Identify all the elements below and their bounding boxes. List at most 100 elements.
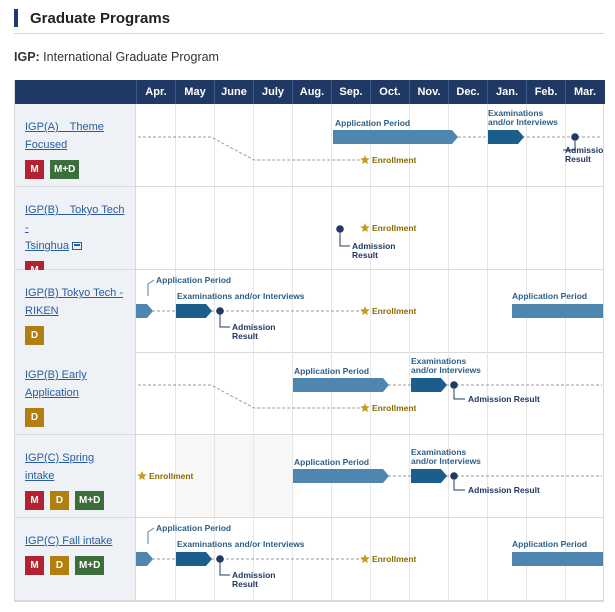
month-gridline [370,352,371,434]
timeline-grid: Enrollment Application Period Examinations… [136,435,603,517]
month-header: July [253,80,292,104]
month-header: Apr. [136,80,175,104]
timeline-grid: Application Period Examinations and/or Int… [136,352,603,434]
enrollment-label: Enrollment [149,471,194,481]
timeline-grid: Enrollment Admission Result [136,187,603,269]
month-gridline [292,187,293,269]
program-cell: IGP(B) Early Application D [15,352,136,434]
degree-badge: M+D [75,491,105,510]
program-link[interactable]: IGP(C) Spring intake [25,452,95,482]
timeline-connector [138,384,360,409]
admission-dot-icon [571,133,579,141]
exam-label: Examinations and/or Interviews [177,539,305,549]
degree-badge: D [25,408,44,427]
admission-result-label: Admission [232,322,275,332]
exam-bar [488,130,524,144]
program-link[interactable]: IGP(C) Fall intake [25,535,113,547]
degree-badges: M D M+D [25,491,125,510]
exam-bar [411,378,447,392]
month-gridline [487,187,488,269]
month-gridline [526,187,527,269]
enrollment-star-icon [360,403,370,412]
month-header: May [175,80,214,104]
month-gridline [214,187,215,269]
month-gridline [292,352,293,434]
subtitle-full: International Graduate Program [39,50,219,64]
program-timeline: Enrollment Application Period Examinations… [137,447,602,495]
admission-leader [339,233,350,247]
exam-bar [176,304,212,318]
month-gridline [409,104,410,186]
application-period-label: Application Period [294,366,369,376]
application-period-bar [293,469,389,483]
timeline-grid: Application Period Examinations and/or In… [136,270,603,352]
application-period-label: Application Period [156,523,231,533]
month-gridline [175,104,176,186]
program-cell: IGP(B) Tokyo Tech - RIKEN D [15,270,136,352]
application-period-bar [333,130,458,144]
month-header: Mar. [565,80,604,104]
timeline-connector [138,136,360,161]
application-period-label: Application Period [512,291,587,301]
application-leader [147,527,155,544]
admission-dot-icon [216,307,224,315]
admission-dot-icon [216,555,224,563]
exam-label: Examinations [411,356,467,366]
month-gridline [214,352,215,434]
degree-badges: M D M+D [25,556,125,575]
month-gridline [253,187,254,269]
application-period-bar [512,304,603,318]
program-link[interactable]: IGP(B) Tokyo Tech - Tsinghua [25,204,125,252]
month-gridline [370,270,371,352]
month-header: Feb. [526,80,565,104]
program-timeline: Application Period Examinations and/or In… [136,275,603,341]
month-gridline [409,187,410,269]
table-row: IGP(B) Tokyo Tech - RIKEN D Application Per… [15,270,603,353]
degree-badge: M+D [50,160,80,179]
table-row: IGP(C) Spring intake M D M+D Enrollment Appli… [15,435,603,518]
degree-badges: D [25,408,125,427]
subtitle-abbr: IGP: [14,50,40,64]
month-gridline [214,104,215,186]
table-row: IGP(B) Tokyo Tech -TsinghuaM Enrollment Ad… [15,187,603,280]
program-subtitle: IGP: International Graduate Program [14,50,219,64]
exam-label: and/or Interviews [411,365,481,375]
program-link[interactable]: IGP(B) Early Application [25,369,87,399]
enrollment-label: Enrollment [372,554,417,564]
month-gridline [331,187,332,269]
timeline-grid: Application Period Examinations and/or In… [136,518,603,600]
month-gridline [448,187,449,269]
external-link-icon[interactable] [72,242,83,251]
month-header: Nov. [409,80,448,104]
degree-badges: M M+D [25,160,125,179]
month-gridline [487,104,488,186]
month-gridline [565,104,566,186]
admission-dot-icon [336,225,344,233]
admission-leader [219,563,230,576]
admission-dot-icon [450,472,458,480]
table-row: IGP(A) Theme Focused M M+D Application Perio… [15,104,603,187]
month-gridline [331,104,332,186]
degree-badge: D [50,556,69,575]
month-gridline [448,104,449,186]
degree-badges: D [25,326,125,345]
month-header: Dec. [448,80,487,104]
month-header: Sep. [331,80,370,104]
degree-badge: M [25,491,44,510]
enrollment-star-icon [360,155,370,164]
application-period-label: Application Period [294,457,369,467]
admission-leader [453,389,465,400]
month-gridline [214,518,215,600]
header-corner [15,80,136,104]
month-gridline [409,270,410,352]
program-link[interactable]: IGP(A) Theme Focused [25,121,104,151]
exam-bar [176,552,212,566]
program-link[interactable]: IGP(B) Tokyo Tech - RIKEN [25,287,124,317]
admission-leader [219,315,230,328]
admission-result-label: Result [565,154,591,164]
month-gridline [175,435,176,517]
month-gridline [448,270,449,352]
application-period-label: Application Period [512,539,587,549]
